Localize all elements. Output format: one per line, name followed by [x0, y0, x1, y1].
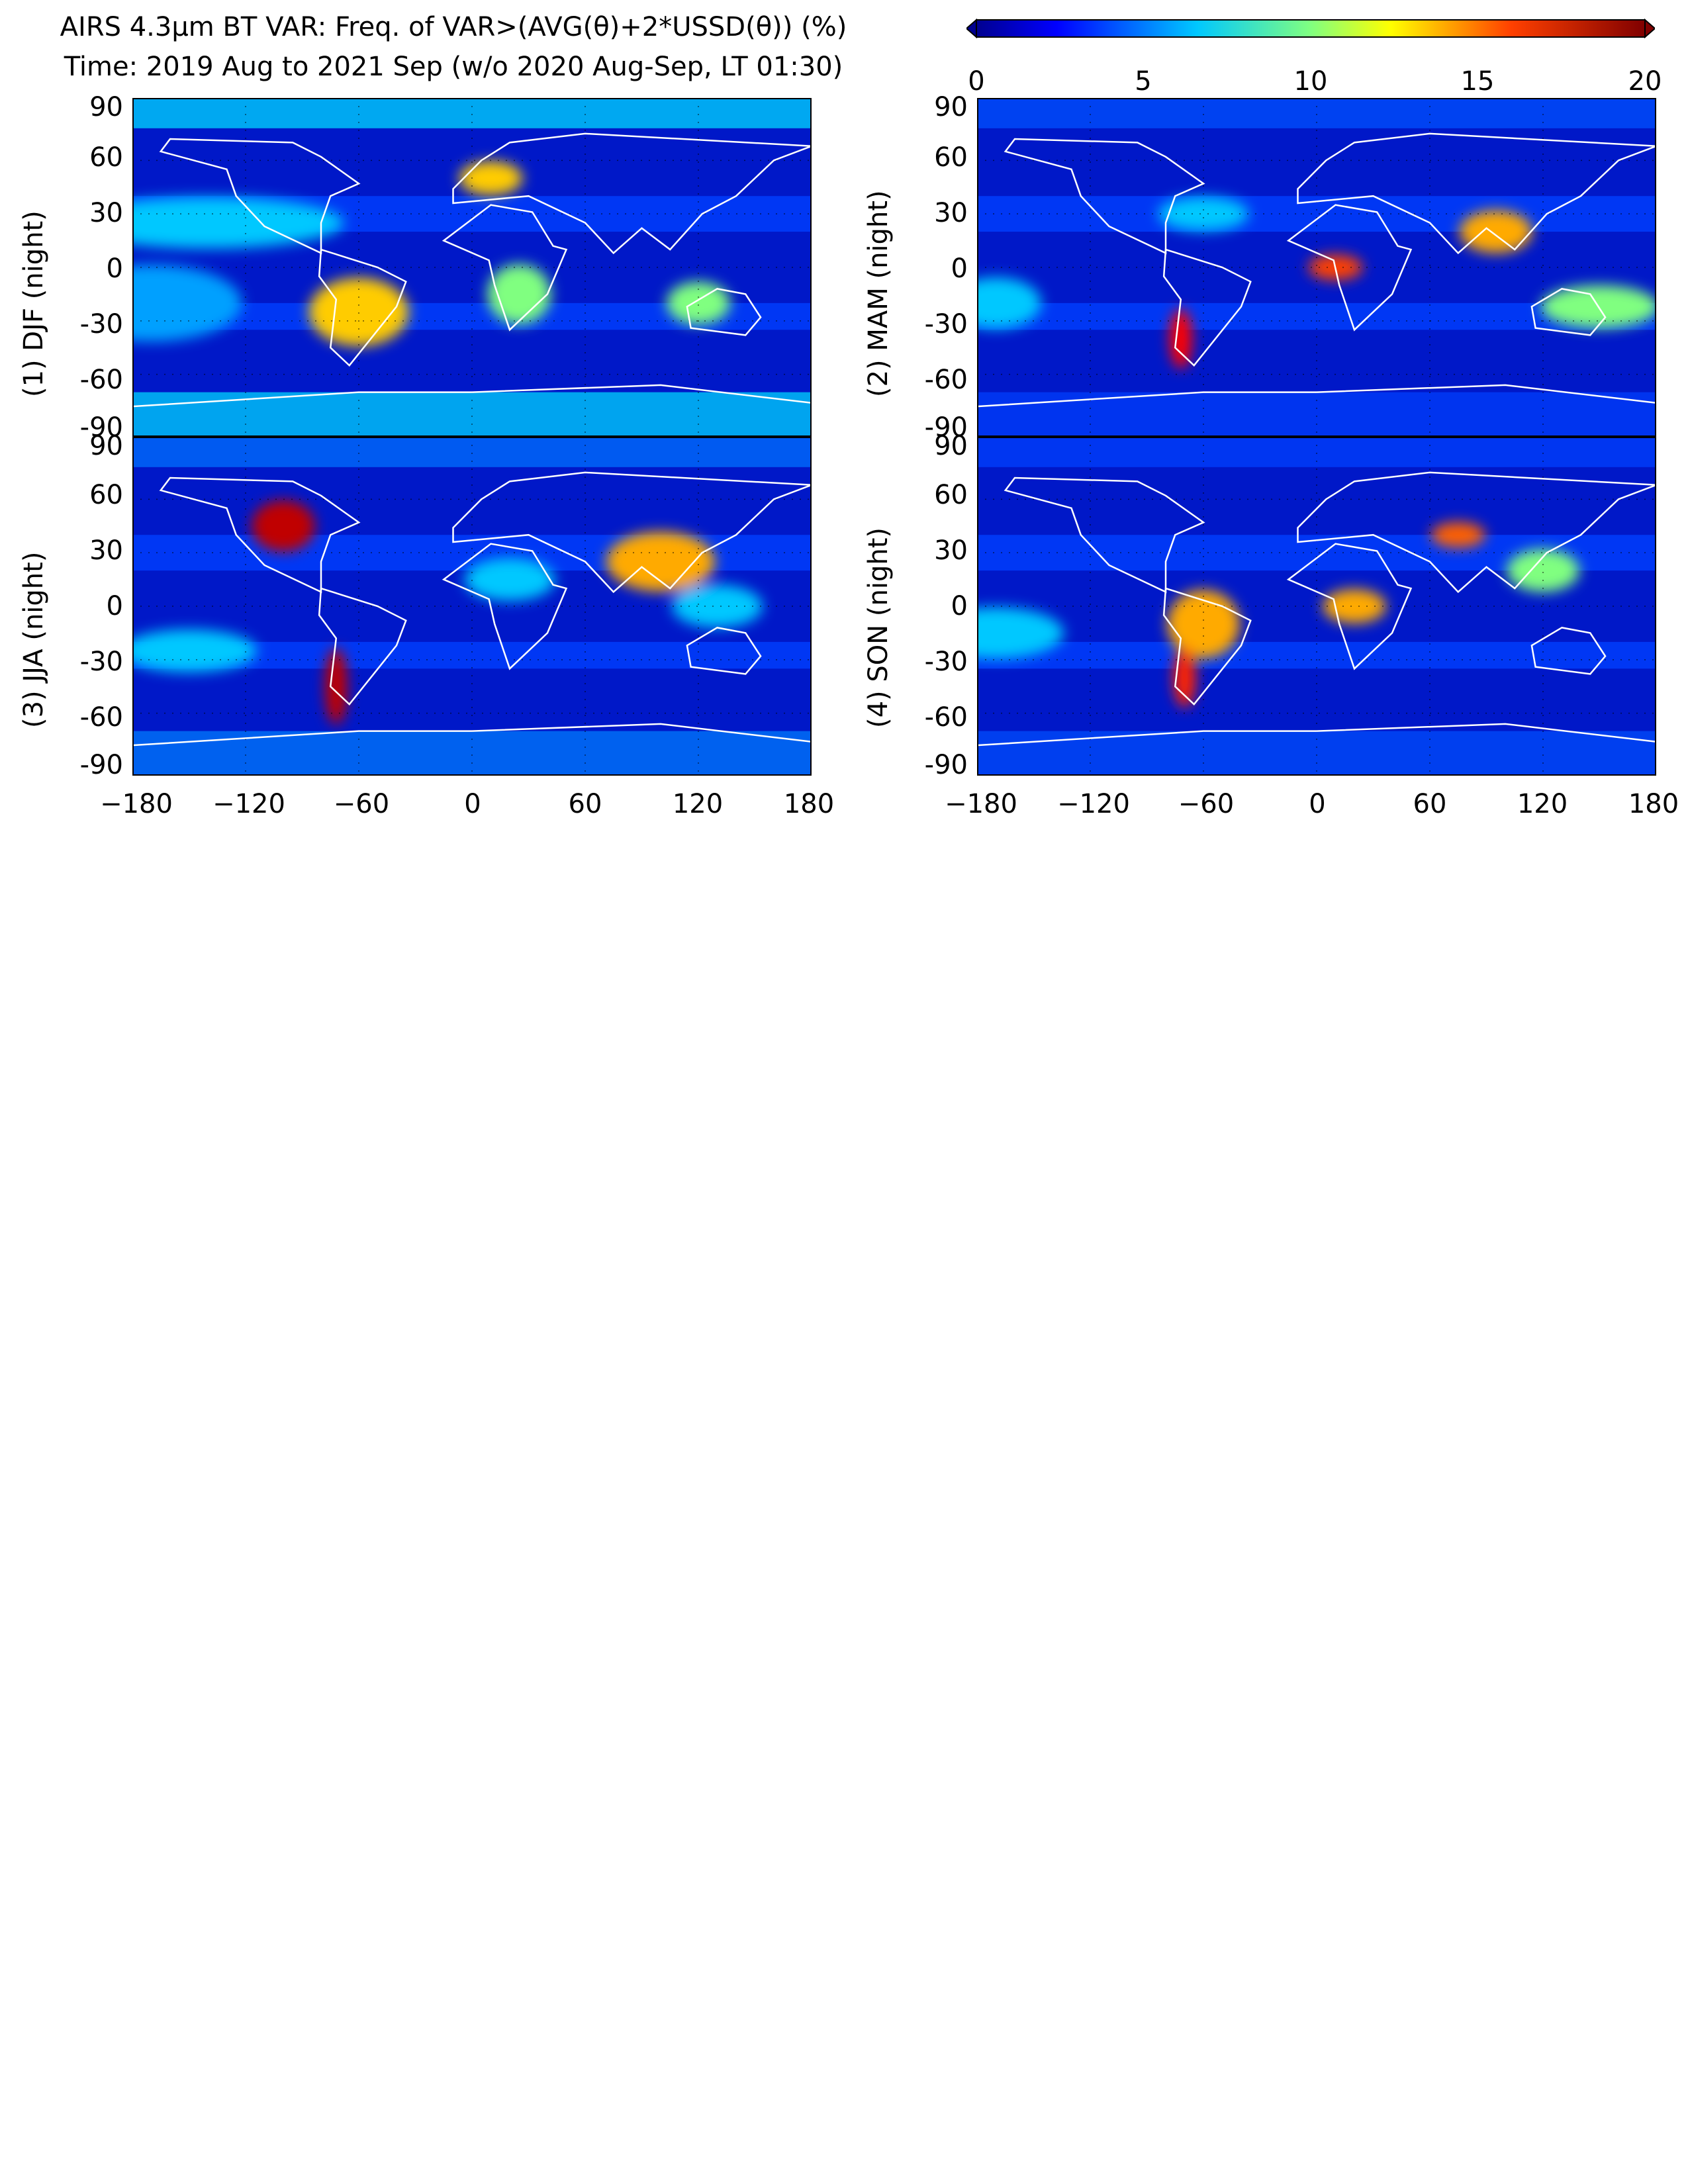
x-tick: −180 — [100, 789, 173, 819]
x-tick: 0 — [1309, 789, 1326, 819]
colorbar-tick: 5 — [1135, 66, 1152, 97]
map-panel-djf — [132, 98, 812, 437]
colorbar-tick: 10 — [1293, 66, 1328, 97]
panel-label-djf: (1) DJF (night) — [19, 210, 49, 397]
y-tick: 30 — [89, 535, 123, 566]
y-tick: 0 — [106, 253, 123, 284]
y-tick: -90 — [924, 412, 968, 443]
x-tick: −180 — [945, 789, 1017, 819]
y-tick: 60 — [934, 142, 968, 173]
map-heat-field — [977, 98, 1656, 437]
y-tick: -60 — [924, 702, 968, 733]
y-tick: 60 — [89, 142, 123, 173]
figure-title-line-2: Time: 2019 Aug to 2021 Sep (w/o 2020 Aug… — [64, 52, 843, 82]
map-panel-jja — [132, 437, 812, 776]
map-heat-field — [132, 98, 812, 437]
y-tick: 90 — [89, 431, 123, 461]
y-tick: -90 — [79, 750, 123, 780]
panel-label-son: (4) SON (night) — [863, 527, 894, 728]
x-tick: −120 — [1057, 789, 1130, 819]
x-tick: 180 — [1628, 789, 1679, 819]
y-tick: -60 — [924, 365, 968, 395]
y-tick: 60 — [89, 480, 123, 510]
x-tick: 120 — [1517, 789, 1568, 819]
x-tick: −60 — [1178, 789, 1235, 819]
colorbar: 0 5 10 15 20 — [965, 18, 1662, 97]
x-tick: 180 — [783, 789, 835, 819]
colorbar-tick: 0 — [968, 66, 985, 97]
x-tick: 0 — [464, 789, 481, 819]
y-tick: -60 — [79, 702, 123, 733]
y-tick: 90 — [934, 92, 968, 122]
panel-label-jja: (3) JJA (night) — [19, 551, 49, 728]
map-heat-field — [132, 437, 812, 776]
y-tick: -30 — [79, 309, 123, 340]
map-heat-field — [977, 437, 1656, 776]
y-tick: -90 — [924, 750, 968, 780]
x-tick: −60 — [333, 789, 390, 819]
map-panel-son — [977, 437, 1656, 776]
x-tick: 60 — [568, 789, 602, 819]
y-tick: -60 — [79, 365, 123, 395]
y-tick: 0 — [951, 591, 968, 621]
colorbar-gradient — [965, 18, 1656, 39]
y-tick: 0 — [106, 591, 123, 621]
figure-title-line-1: AIRS 4.3μm BT VAR: Freq. of VAR>(AVG(θ)+… — [60, 12, 847, 42]
x-tick: 60 — [1413, 789, 1447, 819]
y-tick: -30 — [79, 647, 123, 677]
colorbar-tick: 20 — [1628, 66, 1662, 97]
y-tick: 60 — [934, 480, 968, 510]
y-tick: -90 — [79, 412, 123, 443]
y-tick: 90 — [89, 92, 123, 122]
y-tick: 30 — [934, 535, 968, 566]
y-tick: 30 — [89, 198, 123, 228]
y-tick: -30 — [924, 309, 968, 340]
x-tick: 120 — [672, 789, 724, 819]
y-tick: 30 — [934, 198, 968, 228]
y-tick: 90 — [934, 431, 968, 461]
y-tick: -30 — [924, 647, 968, 677]
y-tick: 0 — [951, 253, 968, 284]
map-panel-mam — [977, 98, 1656, 437]
x-tick: −120 — [212, 789, 285, 819]
colorbar-tick: 15 — [1460, 66, 1495, 97]
panel-label-mam: (2) MAM (night) — [863, 190, 894, 397]
